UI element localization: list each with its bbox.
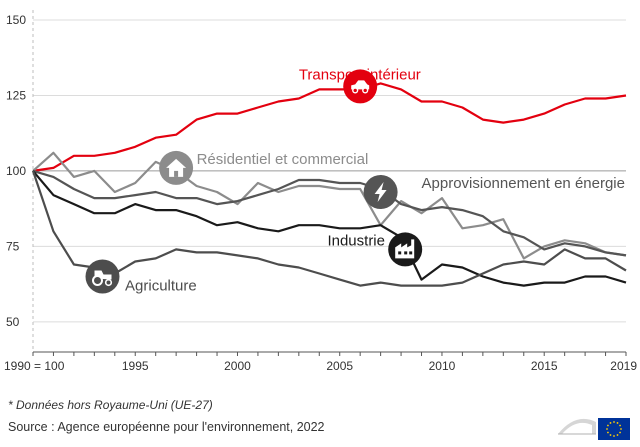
eu-star-icon xyxy=(607,424,609,427)
x-tick-label: 2010 xyxy=(429,359,456,373)
series-line-factory xyxy=(32,170,627,287)
footnote: * Données hors Royaume-Uni (UE-27) xyxy=(8,398,213,412)
house-icon xyxy=(159,150,194,185)
y-tick-label: 125 xyxy=(6,88,26,102)
eu-star-icon xyxy=(613,421,615,423)
eu-star-icon xyxy=(619,424,621,427)
car-icon xyxy=(343,69,378,104)
y-tick-label: 150 xyxy=(6,13,26,27)
european-parliament-logo-icon xyxy=(558,418,630,440)
x-tick-label: 2015 xyxy=(531,359,558,373)
source-note: Source : Agence européenne pour l'enviro… xyxy=(8,420,325,434)
x-tick-label: 1995 xyxy=(122,359,149,373)
y-tick-label: 100 xyxy=(6,164,26,178)
eu-star-icon xyxy=(620,428,622,430)
series-line-car xyxy=(32,82,627,172)
y-tick-label: 75 xyxy=(6,239,20,253)
tractor-icon xyxy=(85,259,120,294)
eu-star-icon xyxy=(607,431,609,434)
series-label-house: Résidentiel et commercial xyxy=(197,151,369,168)
y-tick-label: 50 xyxy=(6,315,20,329)
x-tick-label: 1990 = 100 xyxy=(4,359,65,373)
series-lines xyxy=(31,82,627,287)
eu-star-icon xyxy=(609,422,612,424)
x-tick-label: 2019 xyxy=(610,359,637,373)
axes: 50 75 100 125 150 1990 = 100 1995 2000 2005 2010 2… xyxy=(4,10,637,373)
eu-star-icon xyxy=(616,422,619,424)
eu-star-icon xyxy=(609,434,612,436)
eu-star-icon xyxy=(616,434,619,436)
factory-icon xyxy=(388,232,423,267)
eu-flag-icon xyxy=(598,418,630,440)
eu-star-icon xyxy=(613,435,615,437)
x-tick-label: 2000 xyxy=(224,359,251,373)
eu-star-icon xyxy=(619,431,621,434)
x-tick-label: 2005 xyxy=(326,359,353,373)
series-label-factory: Industrie xyxy=(327,232,385,249)
series-line-tractor xyxy=(31,170,627,287)
series-label-tractor: Agriculture xyxy=(125,278,197,295)
lightning-icon xyxy=(363,175,398,209)
series-line-lightning xyxy=(32,169,627,257)
series-line-house xyxy=(32,151,627,260)
series-label-lightning: Approvisionnement en énergie xyxy=(422,175,625,192)
grid-lines xyxy=(33,19,626,323)
series-icons xyxy=(85,69,423,294)
eu-star-icon xyxy=(606,428,608,430)
